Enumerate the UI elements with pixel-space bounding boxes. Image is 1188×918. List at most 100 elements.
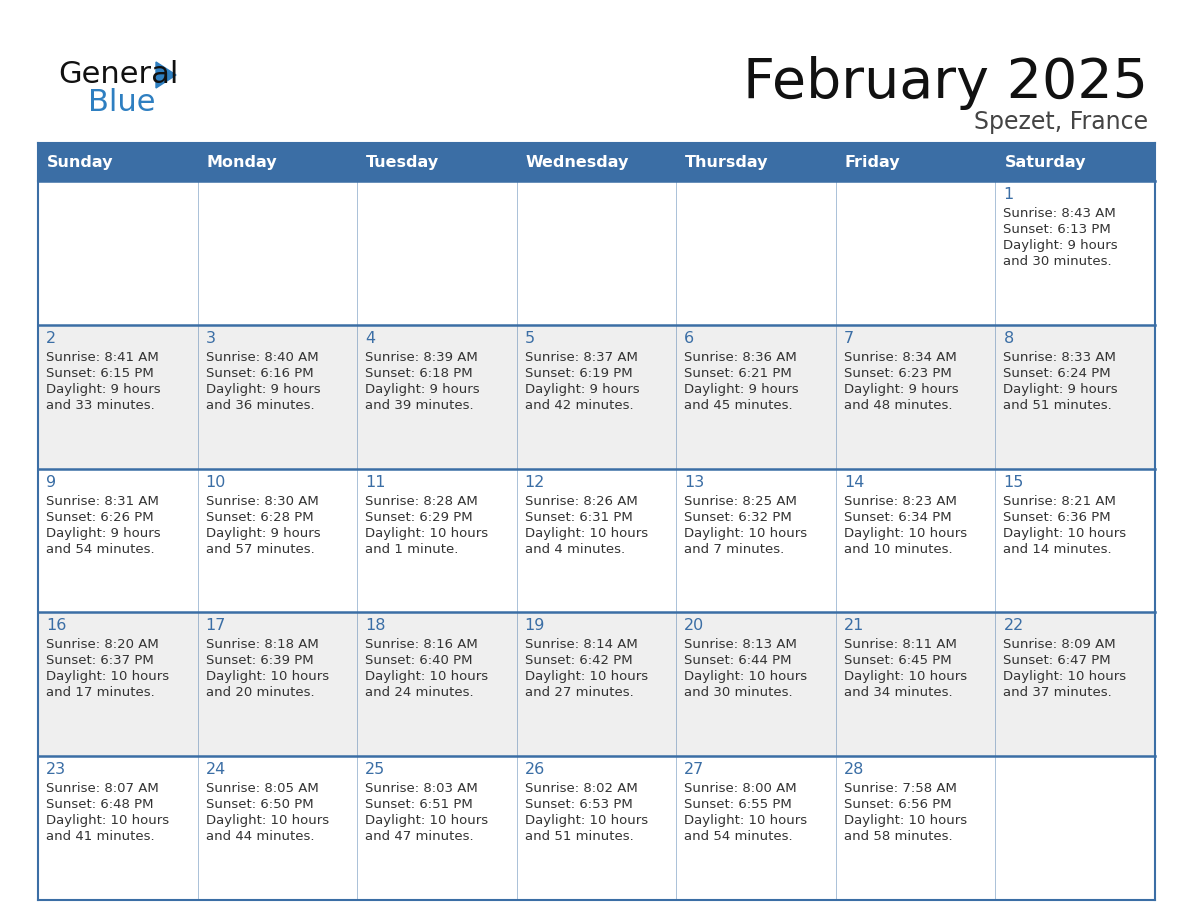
Text: Spezet, France: Spezet, France — [974, 110, 1148, 134]
Text: 21: 21 — [843, 619, 864, 633]
Text: Daylight: 9 hours: Daylight: 9 hours — [843, 383, 959, 396]
Bar — [517, 181, 676, 325]
Text: Daylight: 9 hours: Daylight: 9 hours — [206, 527, 321, 540]
Bar — [358, 612, 517, 756]
Text: and 10 minutes.: and 10 minutes. — [843, 543, 953, 555]
Bar — [836, 756, 996, 900]
Text: Sunrise: 8:26 AM: Sunrise: 8:26 AM — [525, 495, 638, 508]
Text: Daylight: 10 hours: Daylight: 10 hours — [843, 527, 967, 540]
Text: and 41 minutes.: and 41 minutes. — [46, 830, 154, 844]
Text: Daylight: 9 hours: Daylight: 9 hours — [1004, 239, 1118, 252]
Text: Daylight: 10 hours: Daylight: 10 hours — [525, 527, 647, 540]
Bar — [676, 756, 836, 900]
Text: Daylight: 10 hours: Daylight: 10 hours — [525, 670, 647, 683]
Text: Daylight: 10 hours: Daylight: 10 hours — [206, 814, 329, 827]
Bar — [517, 143, 676, 181]
Bar — [197, 181, 358, 325]
Text: Sunset: 6:19 PM: Sunset: 6:19 PM — [525, 367, 632, 380]
Bar — [197, 612, 358, 756]
Text: and 14 minutes.: and 14 minutes. — [1004, 543, 1112, 555]
Text: Sunrise: 8:43 AM: Sunrise: 8:43 AM — [1004, 207, 1117, 220]
Text: Sunset: 6:26 PM: Sunset: 6:26 PM — [46, 510, 153, 523]
Text: Thursday: Thursday — [685, 154, 769, 170]
Text: Sunset: 6:56 PM: Sunset: 6:56 PM — [843, 798, 952, 812]
Bar — [996, 756, 1155, 900]
Text: Daylight: 9 hours: Daylight: 9 hours — [46, 527, 160, 540]
Text: 23: 23 — [46, 762, 67, 778]
Polygon shape — [156, 62, 176, 88]
Text: 17: 17 — [206, 619, 226, 633]
Text: Sunrise: 7:58 AM: Sunrise: 7:58 AM — [843, 782, 956, 795]
Bar — [676, 468, 836, 612]
Text: and 20 minutes.: and 20 minutes. — [206, 687, 314, 700]
Text: Blue: Blue — [88, 88, 156, 117]
Bar — [517, 468, 676, 612]
Text: 2: 2 — [46, 330, 56, 346]
Text: Sunrise: 8:37 AM: Sunrise: 8:37 AM — [525, 351, 638, 364]
Text: Sunrise: 8:33 AM: Sunrise: 8:33 AM — [1004, 351, 1117, 364]
Bar — [197, 756, 358, 900]
Text: and 4 minutes.: and 4 minutes. — [525, 543, 625, 555]
Bar — [38, 325, 197, 468]
Text: Sunset: 6:40 PM: Sunset: 6:40 PM — [365, 655, 473, 667]
Text: Saturday: Saturday — [1004, 154, 1086, 170]
Bar — [197, 143, 358, 181]
Text: Sunrise: 8:41 AM: Sunrise: 8:41 AM — [46, 351, 159, 364]
Text: and 54 minutes.: and 54 minutes. — [684, 830, 792, 844]
Text: Sunset: 6:29 PM: Sunset: 6:29 PM — [365, 510, 473, 523]
Text: Sunset: 6:15 PM: Sunset: 6:15 PM — [46, 367, 153, 380]
Text: and 58 minutes.: and 58 minutes. — [843, 830, 953, 844]
Bar — [996, 181, 1155, 325]
Text: Sunrise: 8:20 AM: Sunrise: 8:20 AM — [46, 638, 159, 652]
Text: and 24 minutes.: and 24 minutes. — [365, 687, 474, 700]
Text: Monday: Monday — [207, 154, 277, 170]
Text: Daylight: 9 hours: Daylight: 9 hours — [46, 383, 160, 396]
Text: Daylight: 10 hours: Daylight: 10 hours — [684, 814, 808, 827]
Text: and 30 minutes.: and 30 minutes. — [684, 687, 792, 700]
Bar — [676, 325, 836, 468]
Text: Daylight: 9 hours: Daylight: 9 hours — [684, 383, 798, 396]
Text: Daylight: 9 hours: Daylight: 9 hours — [525, 383, 639, 396]
Text: Sunset: 6:37 PM: Sunset: 6:37 PM — [46, 655, 153, 667]
Text: Sunset: 6:39 PM: Sunset: 6:39 PM — [206, 655, 314, 667]
Text: Sunrise: 8:25 AM: Sunrise: 8:25 AM — [684, 495, 797, 508]
Text: and 57 minutes.: and 57 minutes. — [206, 543, 315, 555]
Text: Sunday: Sunday — [48, 154, 114, 170]
Text: 12: 12 — [525, 475, 545, 489]
Bar — [358, 468, 517, 612]
Text: Daylight: 10 hours: Daylight: 10 hours — [46, 670, 169, 683]
Bar — [517, 612, 676, 756]
Text: February 2025: February 2025 — [742, 56, 1148, 110]
Text: Sunrise: 8:23 AM: Sunrise: 8:23 AM — [843, 495, 956, 508]
Bar — [517, 756, 676, 900]
Bar — [38, 612, 197, 756]
Text: 5: 5 — [525, 330, 535, 346]
Bar — [197, 325, 358, 468]
Text: Sunset: 6:28 PM: Sunset: 6:28 PM — [206, 510, 314, 523]
Bar — [836, 468, 996, 612]
Text: Sunset: 6:50 PM: Sunset: 6:50 PM — [206, 798, 314, 812]
Bar — [676, 181, 836, 325]
Text: Sunrise: 8:09 AM: Sunrise: 8:09 AM — [1004, 638, 1116, 652]
Text: Sunrise: 8:13 AM: Sunrise: 8:13 AM — [684, 638, 797, 652]
Text: Daylight: 10 hours: Daylight: 10 hours — [365, 670, 488, 683]
Text: 28: 28 — [843, 762, 864, 778]
Bar — [358, 756, 517, 900]
Bar — [836, 143, 996, 181]
Text: Sunset: 6:16 PM: Sunset: 6:16 PM — [206, 367, 314, 380]
Bar — [676, 612, 836, 756]
Text: 3: 3 — [206, 330, 215, 346]
Text: 6: 6 — [684, 330, 695, 346]
Bar — [836, 325, 996, 468]
Text: Tuesday: Tuesday — [366, 154, 440, 170]
Text: 24: 24 — [206, 762, 226, 778]
Text: 14: 14 — [843, 475, 864, 489]
Text: Sunset: 6:24 PM: Sunset: 6:24 PM — [1004, 367, 1111, 380]
Text: and 37 minutes.: and 37 minutes. — [1004, 687, 1112, 700]
Text: Friday: Friday — [845, 154, 901, 170]
Text: and 39 minutes.: and 39 minutes. — [365, 398, 474, 412]
Bar — [676, 143, 836, 181]
Text: and 1 minute.: and 1 minute. — [365, 543, 459, 555]
Text: 27: 27 — [684, 762, 704, 778]
Text: 18: 18 — [365, 619, 386, 633]
